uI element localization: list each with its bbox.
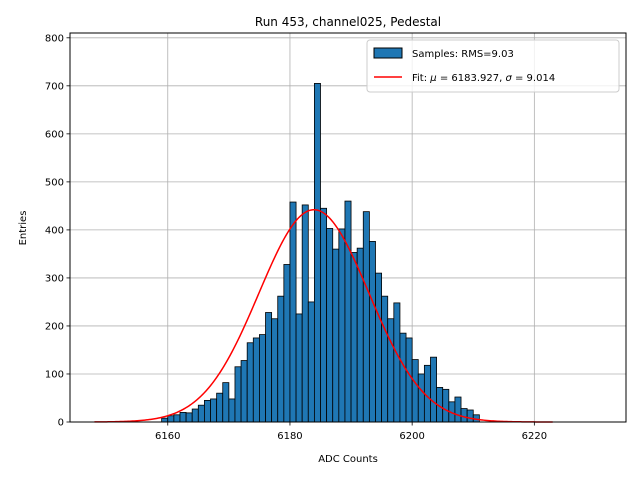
fit-mu-symbol: μ bbox=[429, 73, 436, 84]
histogram-bar bbox=[295, 313, 303, 423]
y-tick-label: 300 bbox=[45, 273, 64, 284]
histogram-bar bbox=[393, 302, 401, 423]
histogram-bar bbox=[430, 356, 437, 423]
histogram-bar bbox=[332, 248, 340, 423]
histogram-bar bbox=[210, 398, 218, 423]
histogram-bar bbox=[362, 211, 370, 423]
fit-label-prefix: Fit: bbox=[412, 73, 430, 84]
histogram-bar bbox=[259, 334, 266, 423]
histogram-bar bbox=[301, 204, 309, 423]
fit-curve bbox=[94, 208, 553, 423]
histogram-bar bbox=[228, 398, 236, 423]
y-tick-label: 600 bbox=[45, 129, 64, 140]
y-tick-label: 400 bbox=[45, 225, 64, 236]
histogram-bar bbox=[167, 415, 175, 423]
y-tick-label: 500 bbox=[45, 177, 64, 188]
y-tick-label: 700 bbox=[45, 81, 64, 92]
x-axis-label: ADC Counts bbox=[318, 454, 378, 465]
histogram-bar bbox=[277, 295, 285, 423]
histogram-bar bbox=[197, 404, 205, 423]
histogram-bar bbox=[466, 409, 474, 423]
histogram-bar bbox=[399, 332, 407, 423]
histogram-bar bbox=[191, 408, 199, 423]
y-axis-ticks: 0 100 200 300 400 500 600 700 800 bbox=[45, 33, 70, 429]
histogram-bar bbox=[417, 373, 425, 423]
y-tick-label: 200 bbox=[45, 321, 64, 332]
histogram-bar bbox=[271, 318, 279, 423]
fit-mu-value: = 6183.927, bbox=[437, 73, 506, 84]
histogram-bar bbox=[283, 264, 291, 423]
histogram-bar bbox=[350, 252, 358, 423]
fit-sigma-symbol: σ bbox=[505, 73, 512, 84]
legend-histogram-swatch bbox=[373, 47, 403, 59]
histogram-bar bbox=[173, 414, 181, 423]
histogram-bar bbox=[265, 312, 273, 423]
y-tick-label: 100 bbox=[45, 369, 64, 380]
histogram-bar bbox=[216, 392, 224, 423]
histogram-bar bbox=[234, 366, 242, 423]
histogram-bar bbox=[161, 417, 169, 423]
histogram-bar bbox=[289, 201, 297, 423]
histogram-bar bbox=[246, 342, 254, 423]
histogram-bar bbox=[442, 388, 450, 423]
histogram-bar bbox=[405, 337, 413, 423]
histogram-bar bbox=[411, 359, 419, 423]
histogram-bar bbox=[179, 411, 187, 423]
x-tick-label: 6200 bbox=[399, 431, 424, 442]
legend-histogram-label: Samples: RMS=9.03 bbox=[412, 49, 514, 60]
y-axis-label: Entries bbox=[18, 211, 29, 246]
fit-curve-group bbox=[94, 208, 553, 423]
histogram-bar bbox=[344, 200, 352, 423]
x-axis-ticks: 6160 6180 6200 6220 bbox=[155, 422, 547, 442]
histogram-bar bbox=[460, 408, 468, 423]
histogram-bar bbox=[368, 241, 376, 423]
x-tick-label: 6180 bbox=[277, 431, 302, 442]
histogram-bar bbox=[381, 295, 389, 423]
x-tick-label: 6220 bbox=[522, 431, 547, 442]
histogram-bar bbox=[338, 228, 346, 423]
legend-fit-label: Fit: μ = 6183.927, σ = 9.014 bbox=[412, 73, 555, 84]
plot-frame bbox=[69, 32, 627, 423]
histogram-bar bbox=[313, 83, 321, 423]
y-tick-label: 800 bbox=[45, 33, 64, 44]
histogram-bar bbox=[185, 412, 193, 423]
legend: Samples: RMS=9.03 Fit: μ = 6183.927, σ =… bbox=[366, 39, 620, 93]
legend-box bbox=[366, 39, 620, 93]
histogram-bar bbox=[326, 228, 334, 423]
histogram-bar bbox=[252, 337, 260, 423]
histogram-bar bbox=[204, 399, 211, 423]
histogram-bar bbox=[387, 318, 395, 423]
histogram-bar bbox=[320, 207, 328, 423]
chart-title: Run 453, channel025, Pedestal bbox=[255, 15, 441, 29]
fit-sigma-value: = 9.014 bbox=[512, 73, 555, 84]
histogram-bar bbox=[307, 301, 315, 423]
y-tick-label: 0 bbox=[58, 418, 64, 429]
histogram-bar bbox=[375, 272, 383, 423]
x-tick-label: 6160 bbox=[155, 431, 180, 442]
histogram-bar bbox=[454, 396, 462, 423]
histogram-bar bbox=[240, 360, 248, 423]
histogram-bar bbox=[222, 382, 230, 423]
